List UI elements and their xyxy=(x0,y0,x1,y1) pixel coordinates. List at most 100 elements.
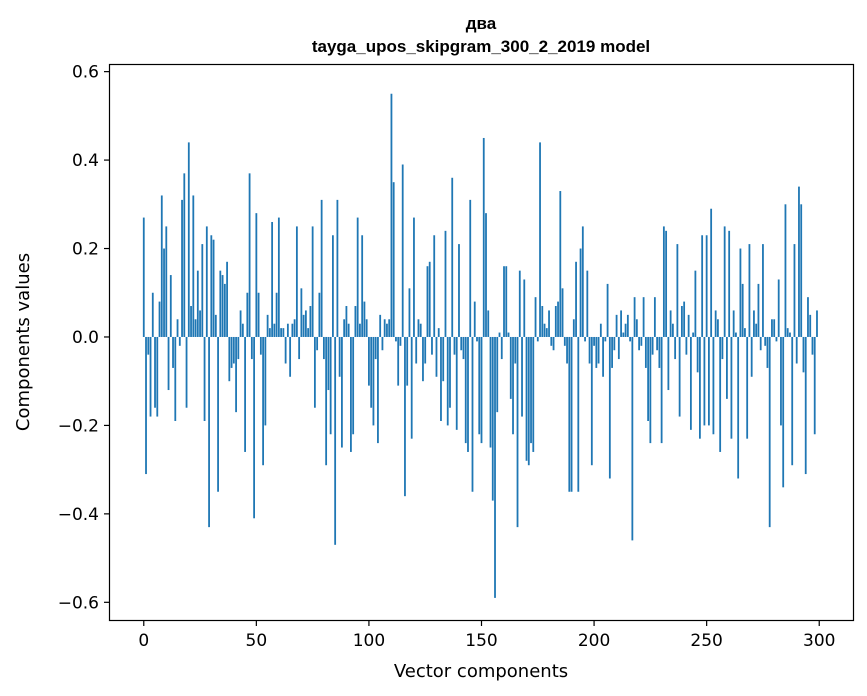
y-tick-label: −0.4 xyxy=(58,505,99,525)
bar xyxy=(210,235,213,337)
bar xyxy=(201,244,204,337)
bar xyxy=(235,336,237,413)
bar xyxy=(795,336,798,364)
bar xyxy=(726,336,728,399)
x-tick-label: 300 xyxy=(803,631,835,651)
bar xyxy=(196,270,199,337)
bar xyxy=(316,336,319,351)
bar xyxy=(676,244,679,337)
bar xyxy=(660,336,663,444)
bar xyxy=(377,336,379,444)
bar xyxy=(635,319,638,337)
bar xyxy=(536,336,539,342)
bar xyxy=(503,266,505,337)
bar xyxy=(626,314,629,337)
bar xyxy=(381,336,384,351)
bar xyxy=(714,310,717,337)
x-axis-label: Vector components xyxy=(394,661,568,682)
bar xyxy=(354,306,357,337)
bar xyxy=(370,336,373,408)
bar xyxy=(356,217,359,337)
bar xyxy=(575,261,577,337)
bar xyxy=(791,336,794,466)
bar xyxy=(433,235,436,337)
bar xyxy=(372,336,375,426)
bar xyxy=(694,270,697,337)
bar xyxy=(176,319,179,337)
bar xyxy=(277,217,280,337)
bar xyxy=(678,336,681,417)
bar xyxy=(647,336,650,421)
bar xyxy=(419,323,422,337)
bar xyxy=(390,93,393,337)
bar xyxy=(579,248,582,337)
bar xyxy=(577,336,580,492)
bar xyxy=(343,319,346,337)
bar xyxy=(500,336,503,360)
bar xyxy=(205,226,208,337)
y-tick-label: −0.6 xyxy=(58,593,99,613)
y-axis-label: Components values xyxy=(13,253,34,431)
bar xyxy=(259,336,262,355)
bar xyxy=(374,336,377,360)
bar xyxy=(253,336,255,519)
bar xyxy=(318,292,321,337)
bar xyxy=(395,336,397,342)
bar xyxy=(685,336,688,355)
bar xyxy=(478,336,481,435)
bar xyxy=(163,248,165,337)
bar xyxy=(494,336,496,598)
bar xyxy=(595,336,598,368)
bar xyxy=(268,328,271,337)
bar xyxy=(302,314,305,337)
bar xyxy=(525,336,528,461)
bar xyxy=(762,244,764,337)
bar xyxy=(572,319,575,337)
bar xyxy=(705,235,708,337)
x-tick-label: 200 xyxy=(578,631,610,651)
bar xyxy=(514,336,517,364)
bar xyxy=(332,235,334,337)
bar xyxy=(746,336,749,439)
bar xyxy=(142,217,145,337)
bar xyxy=(280,328,283,337)
bar xyxy=(793,244,796,337)
bar xyxy=(408,288,411,337)
bar xyxy=(313,336,316,408)
bar xyxy=(413,217,415,337)
bar xyxy=(435,336,438,377)
bar xyxy=(199,310,201,337)
bar xyxy=(244,336,246,452)
bar xyxy=(190,306,192,337)
bar xyxy=(757,283,760,337)
bar xyxy=(286,323,289,337)
bar xyxy=(415,336,418,364)
bar xyxy=(458,244,460,337)
bar xyxy=(633,297,636,337)
bar xyxy=(426,266,429,337)
bar xyxy=(275,292,278,337)
bar xyxy=(539,142,541,337)
bar xyxy=(692,332,695,337)
bar xyxy=(271,221,274,337)
bar xyxy=(442,336,445,382)
bar xyxy=(710,208,713,337)
bar xyxy=(309,306,312,337)
bar xyxy=(543,323,546,337)
bar xyxy=(613,336,616,351)
bar xyxy=(712,336,715,435)
bar xyxy=(359,323,361,337)
bar xyxy=(509,336,512,399)
bar xyxy=(748,244,751,337)
bar xyxy=(156,336,159,417)
bar xyxy=(469,199,472,337)
bar xyxy=(187,142,190,337)
y-tick-label: −0.2 xyxy=(58,416,99,436)
bar xyxy=(273,323,276,337)
bar xyxy=(417,319,420,337)
bar xyxy=(291,323,294,337)
bar xyxy=(178,336,181,346)
bar xyxy=(570,336,573,492)
bar xyxy=(807,297,809,337)
